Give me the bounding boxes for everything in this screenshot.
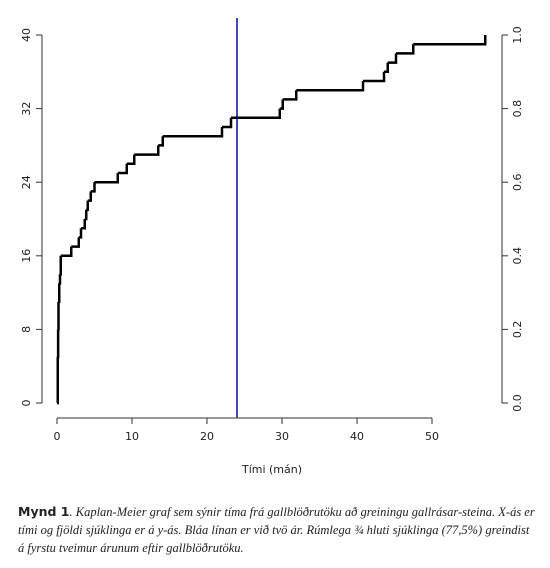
caption-label: Mynd 1 — [18, 504, 70, 519]
step-segment — [81, 219, 86, 230]
step-segment — [396, 44, 415, 55]
y-tick-label: 24 — [20, 175, 33, 189]
x-tick-label: 20 — [200, 430, 214, 443]
y-tick-label: 16 — [20, 249, 33, 263]
y2-tick-label: 0.8 — [511, 100, 524, 118]
step-segment — [71, 237, 80, 248]
step-segment — [384, 62, 389, 74]
step-segment — [282, 90, 298, 101]
y-tick-label: 32 — [20, 102, 33, 116]
step-segment — [78, 228, 83, 239]
step-segment — [296, 81, 365, 92]
step-segment — [59, 255, 62, 276]
step-segment — [134, 145, 160, 156]
step-segment — [363, 71, 386, 83]
step-segment — [231, 108, 281, 120]
y2-tick-label: 1.0 — [511, 26, 524, 44]
step-segment — [387, 53, 398, 64]
y2-tick-label: 0.2 — [511, 321, 524, 339]
x-tick-label: 50 — [425, 430, 439, 443]
step-segment — [86, 200, 89, 212]
step-segment — [60, 246, 73, 258]
y2-tick-label: 0.0 — [511, 394, 524, 412]
step-segment — [222, 117, 233, 129]
step-segment — [87, 191, 92, 202]
x-axis-label: Tími (mán) — [241, 463, 302, 476]
step-segment — [56, 357, 59, 405]
step-segment — [90, 182, 96, 193]
step-segment — [126, 154, 136, 166]
step-segment — [117, 163, 128, 175]
step-segment — [158, 136, 164, 147]
x-tick-label: 10 — [125, 430, 139, 443]
x-tick-label: 30 — [275, 430, 289, 443]
y2-tick-label: 0.6 — [511, 173, 524, 191]
y-tick-label: 8 — [20, 326, 33, 333]
x-tick-label: 40 — [350, 430, 364, 443]
y-tick-label: 0 — [20, 400, 33, 407]
chart: Tími (mán) 0 10 20 30 40 50 0 8 16 24 32 40 0.0 0.2 0.… — [20, 18, 524, 476]
y2-tick-label: 0.4 — [511, 247, 524, 264]
step-segment — [279, 99, 284, 110]
step-segment — [58, 283, 61, 304]
step-segment — [84, 209, 88, 221]
step-segment — [58, 274, 62, 285]
step-segment — [413, 35, 487, 46]
x-tick-label: 0 — [54, 430, 61, 443]
step-segment — [162, 127, 224, 138]
caption: Mynd 1. Kaplan-Meier graf sem sýnir tíma… — [18, 503, 538, 557]
y-tick-label: 40 — [20, 28, 33, 42]
caption-text: . Kaplan-Meier graf sem sýnir tíma frá g… — [18, 505, 535, 555]
step-segment — [94, 173, 119, 184]
